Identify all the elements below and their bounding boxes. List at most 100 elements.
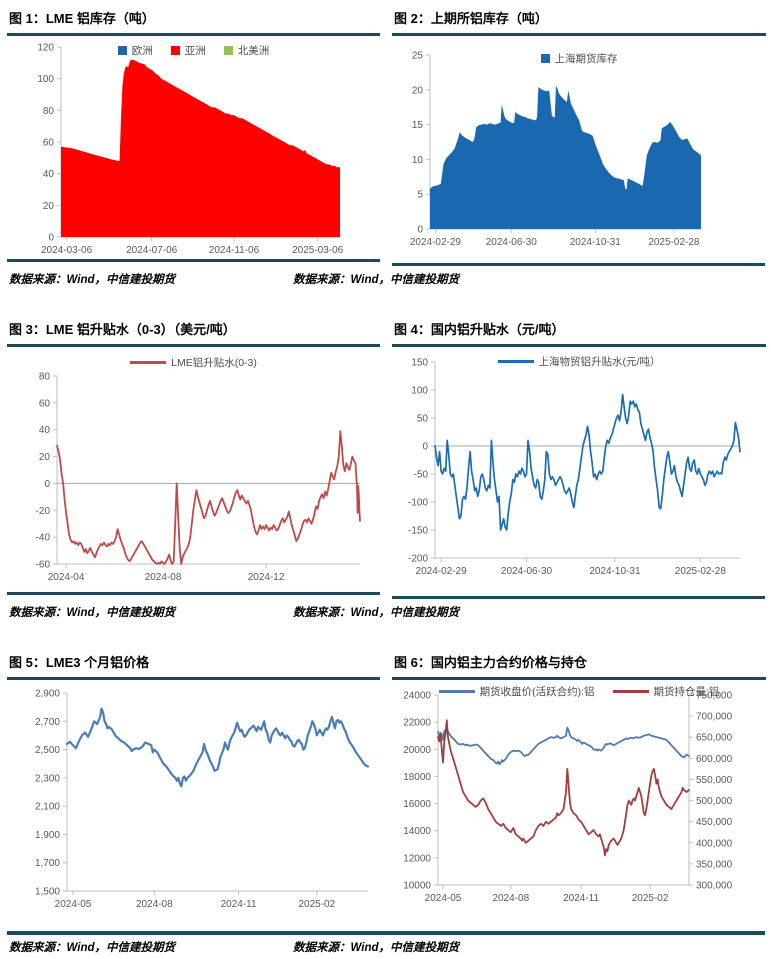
footer-rule-full: [7, 931, 765, 935]
svg-text:650,000: 650,000: [696, 733, 733, 744]
chart-row-2: 图 3：LME 铝升贴水（0-3）（美元/吨） -60 -40 -20 0 20 40 60…: [7, 317, 766, 592]
chart-svg: 0 20 40 60 80 100 120 2024-03-06 2024-07-06 2024-…: [37, 43, 344, 257]
chart-canvas-domestic-premium: -200 -150 -100 -50 0 50 100 150 2024-02-29 2024-0…: [392, 350, 766, 592]
chart-svg: 0 5 10 15 20 25 2024-02-29 2024-06-30 2024-10-31…: [410, 51, 701, 248]
svg-text:10000: 10000: [403, 881, 431, 892]
svg-text:60: 60: [43, 138, 55, 149]
svg-text:2024-08: 2024-08: [492, 893, 529, 904]
svg-text:15: 15: [412, 120, 424, 131]
chart-title-4: 图 4：国内铝升贴水（元/吨）: [394, 322, 565, 337]
svg-text:2,500: 2,500: [35, 745, 60, 756]
svg-text:150: 150: [411, 358, 428, 369]
svg-text:2025-02: 2025-02: [298, 899, 335, 910]
svg-text:-150: -150: [408, 526, 428, 537]
svg-text:400,000: 400,000: [696, 838, 733, 849]
chart-canvas-lme-inventory: 0 20 40 60 80 100 120 2024-03-06 2024-07-06 2024-…: [7, 39, 380, 259]
panel-domestic-price-oi: 图 6：国内铝主力合约价格与持仓 10000 12000 14000 16000 180…: [392, 650, 766, 929]
svg-text:2024-08: 2024-08: [136, 899, 173, 910]
series-area: [430, 85, 701, 229]
row-footer-2: 数据来源：Wind，中信建投期货 数据来源：Wind，中信建投期货: [7, 592, 766, 624]
svg-text:14000: 14000: [403, 826, 431, 837]
svg-text:24000: 24000: [403, 691, 431, 702]
series-line: [434, 393, 741, 531]
svg-text:2024-10-31: 2024-10-31: [570, 237, 622, 248]
svg-text:0: 0: [422, 442, 428, 453]
chart-title-2: 图 2：上期所铝库存（吨）: [394, 11, 548, 26]
svg-text:750,000: 750,000: [696, 691, 733, 702]
chart-canvas-lme-premium: -60 -40 -20 0 20 40 60 80 2024-04 2024-08 2024-12 L…: [7, 350, 380, 592]
chart-svg: -60 -40 -20 0 20 40 60 80 2024-04 2024-08 2024-12: [36, 372, 361, 583]
svg-text:100: 100: [411, 386, 428, 397]
sources-row: 数据来源：Wind，中信建投期货 数据来源：Wind，中信建投期货: [7, 271, 766, 291]
svg-text:100: 100: [37, 74, 54, 85]
svg-text:2025-02-28: 2025-02-28: [675, 566, 727, 577]
svg-text:-100: -100: [408, 498, 428, 509]
svg-text:2024-07-06: 2024-07-06: [126, 245, 178, 256]
svg-text:-60: -60: [36, 560, 51, 571]
data-source: 数据来源：Wind，中信建投期货: [9, 607, 175, 619]
sources-row: 数据来源：Wind，中信建投期货 数据来源：Wind，中信建投期货: [7, 939, 766, 959]
svg-text:2024-06-30: 2024-06-30: [486, 237, 538, 248]
svg-text:16000: 16000: [403, 799, 431, 810]
data-source: 数据来源：Wind，中信建投期货: [9, 942, 175, 954]
footer-rules: [7, 259, 766, 267]
svg-text:2024-08: 2024-08: [145, 572, 182, 583]
svg-text:2024-12: 2024-12: [248, 572, 285, 583]
series-line: [437, 726, 690, 766]
svg-text:2,700: 2,700: [35, 717, 60, 728]
svg-text:20: 20: [43, 201, 55, 212]
svg-text:-20: -20: [36, 506, 51, 517]
series-area: [61, 59, 340, 238]
svg-text:550,000: 550,000: [696, 775, 733, 786]
chart-row-3: 图 5：LME3 个月铝价格 1,500 1,700 1,900 2,100 2,300…: [7, 650, 766, 929]
series-line: [65, 707, 370, 788]
chart-canvas-lme-price: 1,500 1,700 1,900 2,100 2,300 2,500 2,700 2,900…: [7, 683, 380, 929]
footer-rule-left: [7, 592, 380, 595]
svg-text:2024-11: 2024-11: [221, 899, 257, 910]
svg-text:25: 25: [412, 51, 424, 62]
chart-title-6: 图 6：国内铝主力合约价格与持仓: [394, 655, 587, 670]
svg-text:2025-03-06: 2025-03-06: [292, 245, 344, 256]
svg-text:2024-06-30: 2024-06-30: [501, 566, 553, 577]
svg-text:18000: 18000: [403, 772, 431, 783]
svg-text:20: 20: [39, 452, 51, 463]
svg-text:2025-02: 2025-02: [632, 893, 669, 904]
data-source: 数据来源：Wind，中信建投期货: [293, 942, 459, 954]
footer-rule-left: [7, 259, 380, 262]
footer-rules: [7, 592, 766, 600]
svg-text:-40: -40: [36, 533, 51, 544]
svg-text:0: 0: [417, 225, 423, 236]
panel-lme-inventory: 图 1：LME 铝库存（吨） 0 20 40 60 80 100 120 2024-03-06…: [7, 6, 380, 259]
svg-text:500,000: 500,000: [696, 796, 733, 807]
svg-text:2024-05: 2024-05: [425, 893, 462, 904]
svg-text:22000: 22000: [403, 718, 431, 729]
chart-canvas-domestic-price-oi: 10000 12000 14000 16000 18000 20000 22000 24000…: [392, 683, 766, 929]
svg-text:700,000: 700,000: [696, 712, 733, 723]
svg-text:12000: 12000: [403, 853, 431, 864]
svg-text:450,000: 450,000: [696, 817, 733, 828]
svg-text:2,100: 2,100: [35, 802, 60, 813]
chart-canvas-shfe-inventory: 0 5 10 15 20 25 2024-02-29 2024-06-30 2024-10-31…: [392, 39, 766, 259]
svg-text:80: 80: [43, 106, 55, 117]
svg-text:2024-11-06: 2024-11-06: [209, 245, 260, 256]
svg-text:1,900: 1,900: [35, 830, 60, 841]
svg-text:40: 40: [43, 169, 55, 180]
svg-text:40: 40: [39, 425, 51, 436]
panel-domestic-premium: 图 4：国内铝升贴水（元/吨） -200 -150 -100 -50 0 50 100 150…: [392, 317, 766, 592]
svg-text:2,300: 2,300: [35, 773, 60, 784]
series-line: [56, 430, 361, 565]
title-rule: [392, 344, 766, 347]
svg-text:20000: 20000: [403, 745, 431, 756]
footer-rule-right: [392, 263, 765, 266]
title-rule: [7, 344, 380, 347]
sources-row: 数据来源：Wind，中信建投期货 数据来源：Wind，中信建投期货: [7, 604, 766, 624]
data-source: 数据来源：Wind，中信建投期货: [9, 274, 175, 286]
svg-text:2024-02-29: 2024-02-29: [416, 566, 468, 577]
svg-text:120: 120: [37, 43, 54, 54]
chart-title-1: 图 1：LME 铝库存（吨）: [9, 11, 155, 26]
svg-text:0: 0: [44, 479, 50, 490]
svg-text:10: 10: [412, 155, 424, 166]
svg-text:2024-05: 2024-05: [55, 899, 92, 910]
svg-text:0: 0: [48, 233, 54, 244]
